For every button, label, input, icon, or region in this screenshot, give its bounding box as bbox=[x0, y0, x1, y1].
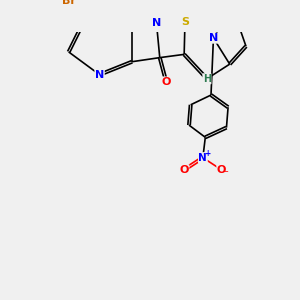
Text: N: N bbox=[209, 33, 218, 43]
Text: H: H bbox=[203, 74, 211, 84]
Text: Br: Br bbox=[62, 0, 76, 6]
Text: O: O bbox=[162, 77, 171, 87]
Text: N: N bbox=[95, 70, 104, 80]
Text: +: + bbox=[204, 149, 210, 158]
Text: S: S bbox=[181, 17, 189, 27]
Text: O: O bbox=[179, 165, 189, 175]
Text: N: N bbox=[199, 153, 207, 163]
Text: N: N bbox=[152, 19, 161, 28]
Text: ⁻: ⁻ bbox=[224, 169, 228, 178]
Text: O: O bbox=[217, 165, 226, 175]
